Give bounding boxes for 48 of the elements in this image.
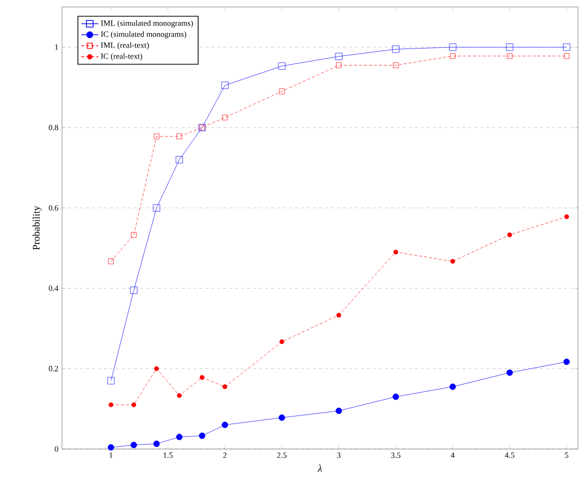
point (336, 62, 342, 68)
point (154, 366, 159, 372)
point (336, 408, 342, 414)
point (130, 442, 137, 448)
point (392, 62, 399, 68)
point (153, 440, 160, 447)
point (392, 46, 400, 53)
point (393, 250, 398, 254)
point (392, 394, 399, 400)
point (130, 286, 138, 294)
point (279, 339, 284, 344)
point (449, 44, 456, 51)
point (335, 52, 342, 60)
point (563, 44, 570, 51)
point (176, 393, 182, 398)
point (108, 258, 114, 264)
point (450, 258, 456, 264)
point (108, 444, 114, 451)
point (450, 384, 456, 390)
point (221, 82, 228, 89)
y-axis-title: Probability (32, 206, 42, 250)
point (336, 312, 342, 318)
point (279, 88, 285, 94)
point (108, 402, 114, 408)
point (563, 358, 570, 365)
point (222, 384, 228, 390)
point (176, 434, 183, 440)
point (278, 62, 286, 70)
point (198, 432, 206, 439)
point (130, 232, 137, 238)
point (506, 53, 512, 59)
point (506, 369, 513, 376)
point (564, 214, 570, 220)
point (450, 53, 456, 59)
point (131, 402, 136, 408)
point (564, 53, 570, 59)
point (222, 114, 228, 120)
point (176, 156, 183, 164)
point (154, 134, 160, 140)
x-axis-title: λ (318, 464, 322, 472)
point (107, 377, 115, 384)
point (507, 232, 512, 238)
point (222, 422, 228, 428)
point (152, 204, 160, 212)
point (506, 44, 514, 51)
point (200, 375, 204, 380)
point (176, 134, 182, 140)
point (278, 414, 286, 421)
